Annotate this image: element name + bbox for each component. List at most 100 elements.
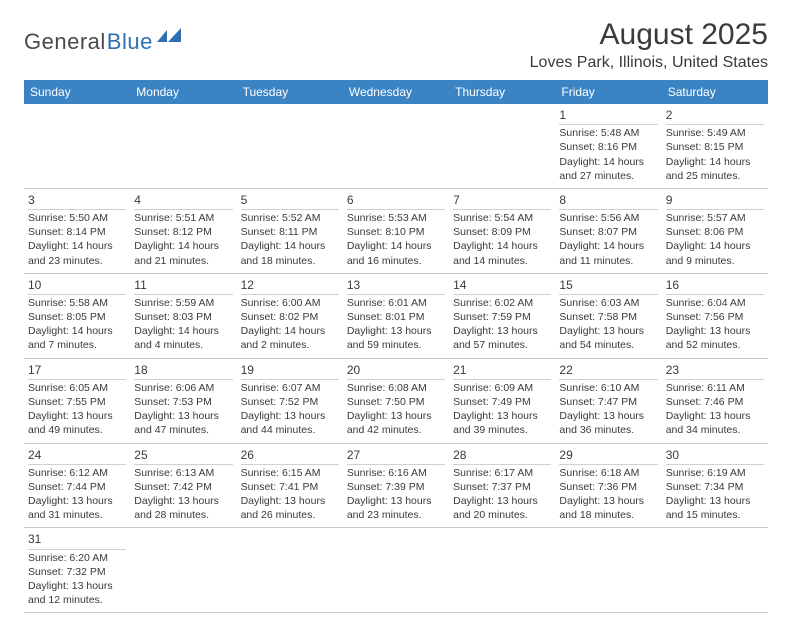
day-header: Monday: [130, 80, 236, 104]
cell-line: Daylight: 14 hours: [134, 324, 232, 338]
day-number: 21: [453, 362, 551, 380]
cell-line: Sunset: 7:36 PM: [559, 480, 657, 494]
cell-line: Daylight: 13 hours: [453, 409, 551, 423]
day-number: 26: [241, 447, 339, 465]
cell-line: Daylight: 14 hours: [241, 324, 339, 338]
cell-line: Daylight: 13 hours: [28, 494, 126, 508]
cell-line: Sunset: 8:06 PM: [666, 225, 764, 239]
cell-line: Sunset: 7:49 PM: [453, 395, 551, 409]
cell-line: Sunrise: 6:03 AM: [559, 296, 657, 310]
cell-line: and 18 minutes.: [241, 254, 339, 268]
day-cell: 2Sunrise: 5:49 AMSunset: 8:15 PMDaylight…: [662, 104, 768, 188]
cell-line: and 20 minutes.: [453, 508, 551, 522]
logo: General Blue: [24, 28, 183, 55]
day-number: 29: [559, 447, 657, 465]
day-cell: [237, 528, 343, 613]
cell-line: Sunrise: 5:51 AM: [134, 211, 232, 225]
cell-line: and 54 minutes.: [559, 338, 657, 352]
cell-line: and 9 minutes.: [666, 254, 764, 268]
cell-line: Sunset: 8:15 PM: [666, 140, 764, 154]
cell-line: Sunset: 8:14 PM: [28, 225, 126, 239]
cell-line: Daylight: 13 hours: [134, 409, 232, 423]
cell-line: Sunset: 7:58 PM: [559, 310, 657, 324]
cell-line: and 12 minutes.: [28, 593, 126, 607]
day-number: 11: [134, 277, 232, 295]
cell-line: Daylight: 14 hours: [241, 239, 339, 253]
cell-line: Sunset: 7:41 PM: [241, 480, 339, 494]
cell-line: Sunset: 8:11 PM: [241, 225, 339, 239]
day-cell: 13Sunrise: 6:01 AMSunset: 8:01 PMDayligh…: [343, 273, 449, 358]
cell-line: Sunset: 7:32 PM: [28, 565, 126, 579]
day-number: 27: [347, 447, 445, 465]
cell-line: Sunrise: 6:06 AM: [134, 381, 232, 395]
month-title: August 2025: [530, 18, 768, 52]
cell-line: Sunrise: 5:56 AM: [559, 211, 657, 225]
cell-line: Sunrise: 6:16 AM: [347, 466, 445, 480]
cell-line: Sunrise: 6:19 AM: [666, 466, 764, 480]
cell-line: Daylight: 13 hours: [347, 324, 445, 338]
cell-line: Sunrise: 6:00 AM: [241, 296, 339, 310]
day-cell: [555, 528, 661, 613]
day-cell: [343, 104, 449, 188]
cell-line: Daylight: 14 hours: [347, 239, 445, 253]
cell-line: and 59 minutes.: [347, 338, 445, 352]
week-row: 24Sunrise: 6:12 AMSunset: 7:44 PMDayligh…: [24, 443, 768, 528]
cell-line: Sunrise: 6:01 AM: [347, 296, 445, 310]
day-cell: [449, 528, 555, 613]
cell-line: Daylight: 13 hours: [347, 494, 445, 508]
week-row: 1Sunrise: 5:48 AMSunset: 8:16 PMDaylight…: [24, 104, 768, 188]
day-cell: 26Sunrise: 6:15 AMSunset: 7:41 PMDayligh…: [237, 443, 343, 528]
day-cell: 12Sunrise: 6:00 AMSunset: 8:02 PMDayligh…: [237, 273, 343, 358]
cell-line: Daylight: 13 hours: [666, 409, 764, 423]
cell-line: Sunset: 7:52 PM: [241, 395, 339, 409]
day-number: 16: [666, 277, 764, 295]
cell-line: Sunrise: 6:13 AM: [134, 466, 232, 480]
cell-line: Sunrise: 5:53 AM: [347, 211, 445, 225]
page: General Blue August 2025 Loves Park, Ill…: [0, 0, 792, 631]
location: Loves Park, Illinois, United States: [530, 54, 768, 72]
cell-line: and 27 minutes.: [559, 169, 657, 183]
cell-line: Daylight: 13 hours: [28, 579, 126, 593]
cell-line: Sunrise: 6:12 AM: [28, 466, 126, 480]
day-cell: 23Sunrise: 6:11 AMSunset: 7:46 PMDayligh…: [662, 358, 768, 443]
cell-line: Daylight: 13 hours: [666, 494, 764, 508]
day-number: 4: [134, 192, 232, 210]
cell-line: Daylight: 13 hours: [28, 409, 126, 423]
cell-line: Sunrise: 6:04 AM: [666, 296, 764, 310]
cell-line: Sunset: 8:16 PM: [559, 140, 657, 154]
cell-line: Sunrise: 6:18 AM: [559, 466, 657, 480]
cell-line: Sunrise: 6:02 AM: [453, 296, 551, 310]
week-row: 3Sunrise: 5:50 AMSunset: 8:14 PMDaylight…: [24, 188, 768, 273]
cell-line: Sunrise: 5:59 AM: [134, 296, 232, 310]
day-number: 13: [347, 277, 445, 295]
day-cell: 18Sunrise: 6:06 AMSunset: 7:53 PMDayligh…: [130, 358, 236, 443]
day-number: 2: [666, 107, 764, 125]
day-header: Sunday: [24, 80, 130, 104]
cell-line: Daylight: 13 hours: [241, 409, 339, 423]
day-header-row: Sunday Monday Tuesday Wednesday Thursday…: [24, 80, 768, 104]
cell-line: and 23 minutes.: [28, 254, 126, 268]
day-cell: 10Sunrise: 5:58 AMSunset: 8:05 PMDayligh…: [24, 273, 130, 358]
day-cell: [24, 104, 130, 188]
day-number: 20: [347, 362, 445, 380]
day-number: 9: [666, 192, 764, 210]
cell-line: and 47 minutes.: [134, 423, 232, 437]
day-cell: 31Sunrise: 6:20 AMSunset: 7:32 PMDayligh…: [24, 528, 130, 613]
header: General Blue August 2025 Loves Park, Ill…: [24, 18, 768, 72]
cell-line: and 44 minutes.: [241, 423, 339, 437]
day-number: 6: [347, 192, 445, 210]
calendar-table: Sunday Monday Tuesday Wednesday Thursday…: [24, 80, 768, 613]
day-cell: 6Sunrise: 5:53 AMSunset: 8:10 PMDaylight…: [343, 188, 449, 273]
cell-line: Sunset: 8:05 PM: [28, 310, 126, 324]
cell-line: and 15 minutes.: [666, 508, 764, 522]
cell-line: Sunset: 7:47 PM: [559, 395, 657, 409]
day-cell: 28Sunrise: 6:17 AMSunset: 7:37 PMDayligh…: [449, 443, 555, 528]
day-cell: [130, 528, 236, 613]
cell-line: Daylight: 13 hours: [241, 494, 339, 508]
cell-line: Sunset: 8:12 PM: [134, 225, 232, 239]
cell-line: Sunrise: 5:48 AM: [559, 126, 657, 140]
cell-line: Sunrise: 5:54 AM: [453, 211, 551, 225]
day-cell: 14Sunrise: 6:02 AMSunset: 7:59 PMDayligh…: [449, 273, 555, 358]
cell-line: Sunset: 7:53 PM: [134, 395, 232, 409]
day-number: 30: [666, 447, 764, 465]
